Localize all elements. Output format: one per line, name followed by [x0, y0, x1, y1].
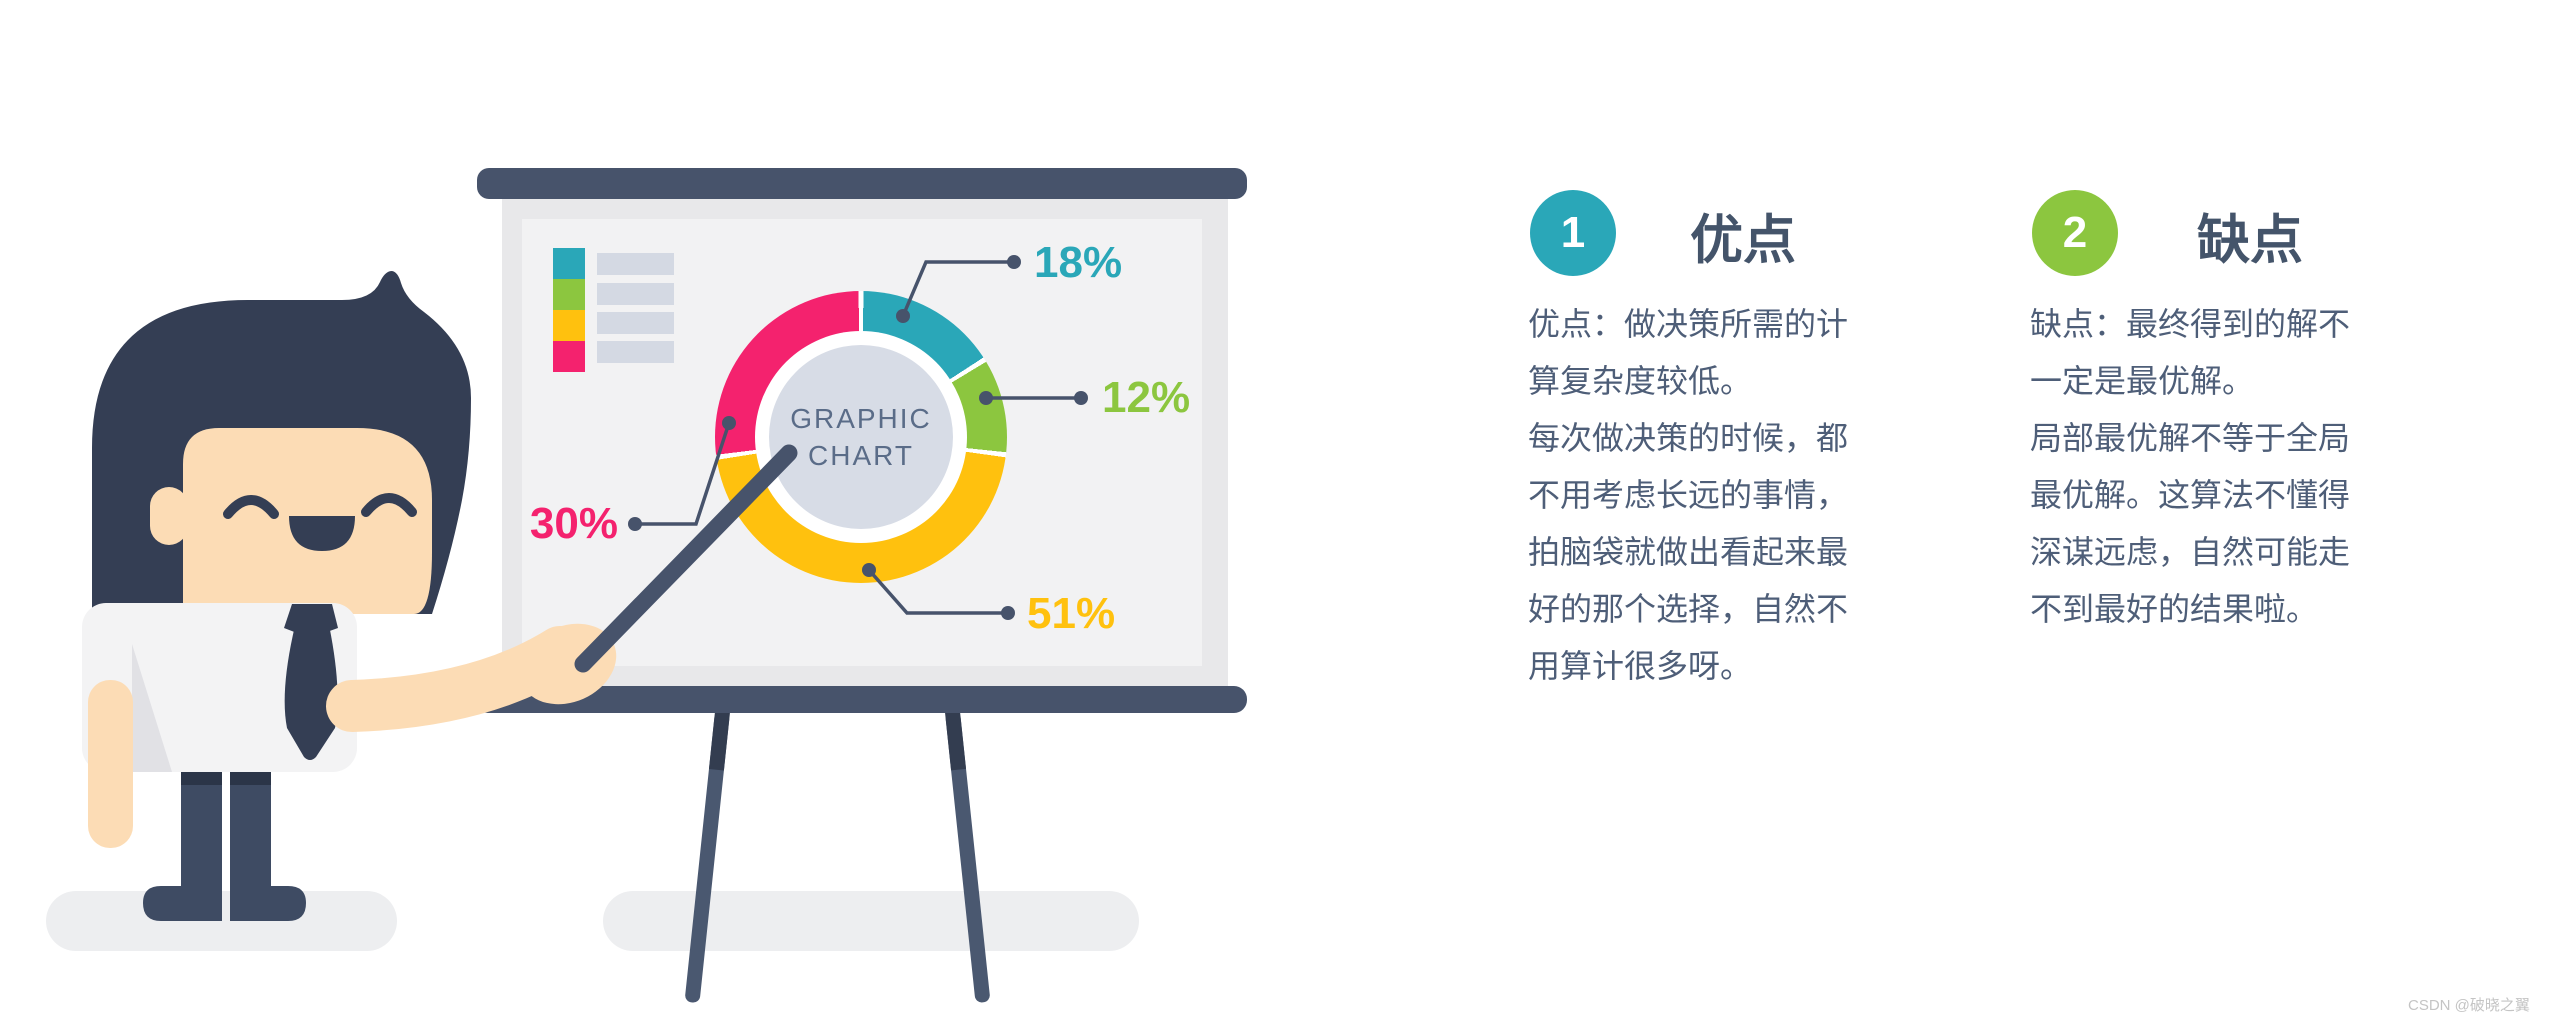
legend-bar [597, 283, 674, 305]
right-leg [230, 772, 271, 907]
easel-top-bar [477, 168, 1247, 199]
watermark: CSDN @破晓之翼 [2408, 997, 2530, 1014]
section-1-body: 优点：做决策所需的计 算复杂度较低。 每次做决策的时候，都 不用考虑长远的事情，… [1528, 306, 1849, 684]
callout-line-18 [901, 260, 1014, 317]
section-2-body: 缺点：最终得到的解不 一定是最优解。 局部最优解不等于全局 最优解。这算法不懂得… [2030, 306, 2351, 627]
callout-dot [1074, 391, 1088, 405]
legend-bar [597, 341, 674, 363]
legend-swatch-green [553, 279, 585, 310]
legend-bar [597, 253, 674, 275]
tie [284, 630, 338, 760]
section-2-title: 缺点 [2197, 211, 2303, 270]
thumb [543, 633, 569, 659]
callout-dot [862, 563, 876, 577]
easel-shadow [603, 891, 1139, 951]
slice-label-30: 30% [529, 499, 618, 548]
section-1-number: 1 [1560, 208, 1586, 257]
callout-dot [722, 416, 736, 430]
left-eye [223, 495, 279, 519]
hanging-arm [88, 680, 133, 848]
right-shoe [230, 886, 306, 921]
ear [150, 487, 188, 545]
left-shoe [143, 886, 222, 921]
section-1-title: 优点 [1690, 211, 1796, 270]
callout-dot [896, 309, 910, 323]
easel-tray [475, 686, 1247, 713]
section-2-badge: 2 [2032, 190, 2118, 276]
left-leg [181, 772, 222, 907]
callout-dot [979, 391, 993, 405]
callout-dot [1001, 606, 1015, 620]
tie-knot [284, 604, 338, 638]
easel-left-leg [685, 711, 730, 1003]
callout-line-51 [867, 568, 1008, 615]
callout-dot [1007, 255, 1021, 269]
callout-line-30 [635, 422, 731, 526]
donut-chart: GRAPHIC CHART [715, 291, 1007, 583]
right-eye [361, 493, 417, 517]
legend-swatch-yellow [553, 310, 585, 341]
callout-dot [628, 517, 642, 531]
easel-right-leg [945, 711, 990, 1003]
legend-swatch-pink [553, 341, 585, 372]
legend-bar [597, 312, 674, 334]
shirt-fold [132, 644, 172, 772]
slice-label-18: 18% [1034, 238, 1123, 287]
right-leg-cuff [230, 772, 271, 785]
presenter-character [82, 271, 471, 921]
pointer-stick [574, 444, 798, 673]
donut-center-label: GRAPHIC CHART [769, 345, 953, 529]
mouth [289, 516, 355, 551]
legend-swatch-teal [553, 248, 585, 279]
slice-label-12: 12% [1102, 373, 1191, 422]
section-1-badge: 1 [1530, 190, 1616, 276]
section-2-number: 2 [2062, 208, 2088, 257]
slice-label-51: 51% [1027, 589, 1116, 638]
left-leg-cuff [181, 772, 222, 785]
